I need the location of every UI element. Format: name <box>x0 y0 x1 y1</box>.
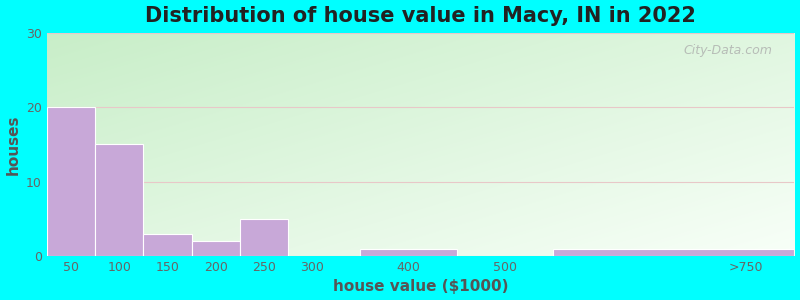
Bar <box>95 144 143 256</box>
Bar <box>143 234 191 256</box>
Bar <box>240 219 288 256</box>
Bar <box>360 249 457 256</box>
Text: City-Data.com: City-Data.com <box>683 44 772 57</box>
Y-axis label: houses: houses <box>6 114 21 175</box>
X-axis label: house value ($1000): house value ($1000) <box>333 279 508 294</box>
Bar <box>191 241 240 256</box>
Bar <box>554 249 794 256</box>
Title: Distribution of house value in Macy, IN in 2022: Distribution of house value in Macy, IN … <box>146 6 696 26</box>
Bar <box>47 107 95 256</box>
